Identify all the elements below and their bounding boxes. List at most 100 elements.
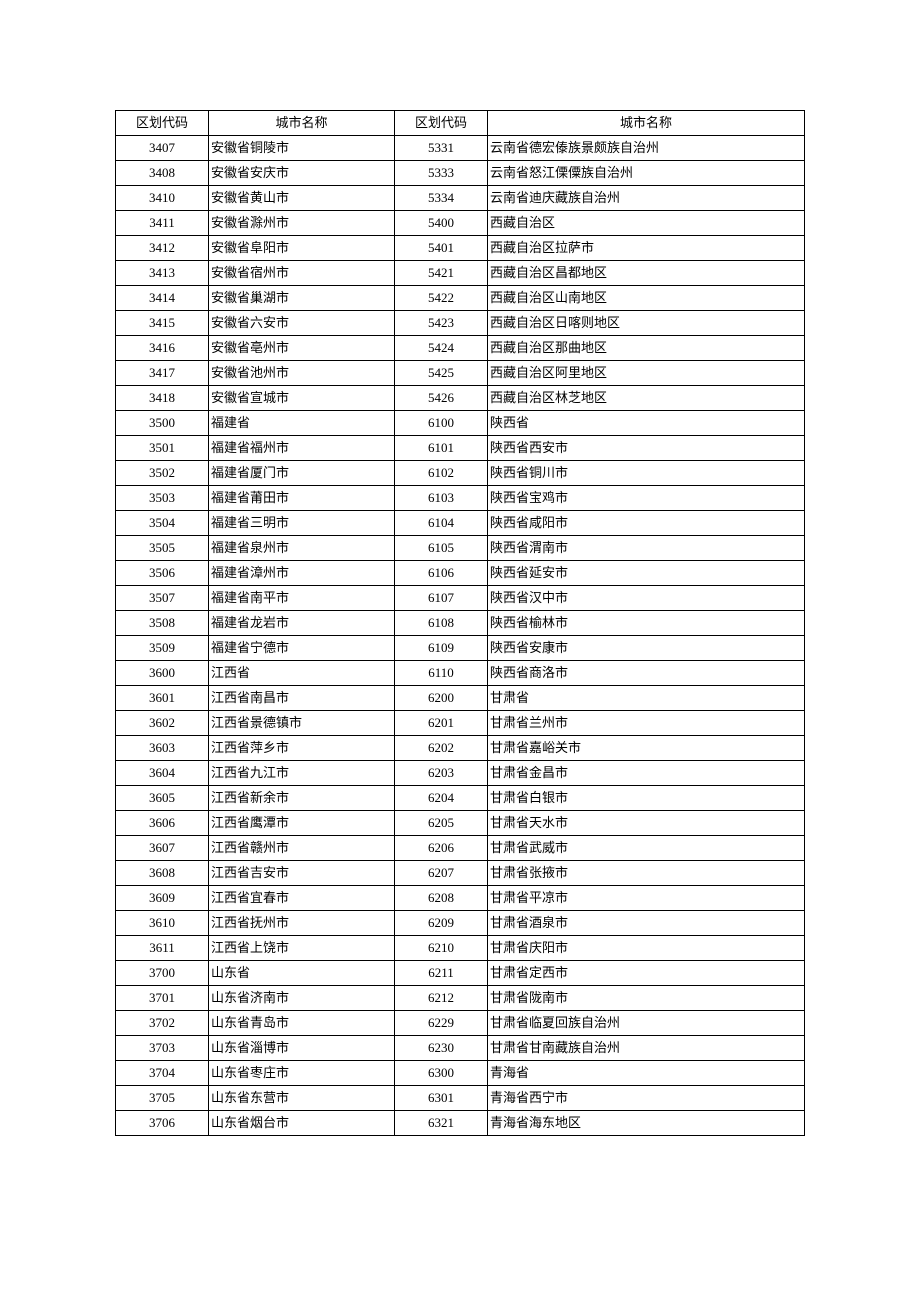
- table-row: 3607江西省赣州市6206甘肃省武威市: [116, 836, 805, 861]
- cell-name-2: 云南省迪庆藏族自治州: [488, 186, 805, 211]
- cell-code-2: 6204: [395, 786, 488, 811]
- cell-code-1: 3417: [116, 361, 209, 386]
- cell-code-1: 3705: [116, 1086, 209, 1111]
- cell-name-1: 安徽省巢湖市: [209, 286, 395, 311]
- cell-code-2: 5421: [395, 261, 488, 286]
- cell-code-1: 3611: [116, 936, 209, 961]
- cell-code-1: 3706: [116, 1111, 209, 1136]
- cell-name-1: 安徽省滁州市: [209, 211, 395, 236]
- cell-code-2: 6209: [395, 911, 488, 936]
- cell-code-2: 6106: [395, 561, 488, 586]
- cell-name-2: 陕西省西安市: [488, 436, 805, 461]
- cell-name-2: 甘肃省张掖市: [488, 861, 805, 886]
- cell-name-2: 西藏自治区昌都地区: [488, 261, 805, 286]
- cell-code-2: 6110: [395, 661, 488, 686]
- table-row: 3418安徽省宣城市5426西藏自治区林芝地区: [116, 386, 805, 411]
- table-row: 3503福建省莆田市6103陕西省宝鸡市: [116, 486, 805, 511]
- cell-name-1: 山东省青岛市: [209, 1011, 395, 1036]
- cell-name-2: 陕西省咸阳市: [488, 511, 805, 536]
- table-row: 3610江西省抚州市6209甘肃省酒泉市: [116, 911, 805, 936]
- cell-code-1: 3414: [116, 286, 209, 311]
- cell-code-1: 3603: [116, 736, 209, 761]
- cell-code-1: 3418: [116, 386, 209, 411]
- cell-name-1: 福建省南平市: [209, 586, 395, 611]
- cell-name-2: 甘肃省甘南藏族自治州: [488, 1036, 805, 1061]
- cell-code-2: 5333: [395, 161, 488, 186]
- cell-code-2: 6203: [395, 761, 488, 786]
- table-row: 3414安徽省巢湖市5422西藏自治区山南地区: [116, 286, 805, 311]
- cell-code-2: 6208: [395, 886, 488, 911]
- cell-name-2: 甘肃省临夏回族自治州: [488, 1011, 805, 1036]
- cell-name-2: 甘肃省兰州市: [488, 711, 805, 736]
- cell-code-1: 3600: [116, 661, 209, 686]
- cell-code-2: 5425: [395, 361, 488, 386]
- cell-name-1: 山东省济南市: [209, 986, 395, 1011]
- cell-name-1: 福建省漳州市: [209, 561, 395, 586]
- table-row: 3411安徽省滁州市5400西藏自治区: [116, 211, 805, 236]
- cell-name-2: 西藏自治区山南地区: [488, 286, 805, 311]
- cell-code-1: 3501: [116, 436, 209, 461]
- table-row: 3504福建省三明市6104陕西省咸阳市: [116, 511, 805, 536]
- cell-name-1: 山东省枣庄市: [209, 1061, 395, 1086]
- cell-name-2: 陕西省商洛市: [488, 661, 805, 686]
- table-row: 3417安徽省池州市5425西藏自治区阿里地区: [116, 361, 805, 386]
- header-code-1: 区划代码: [116, 111, 209, 136]
- cell-code-2: 5423: [395, 311, 488, 336]
- cell-code-1: 3411: [116, 211, 209, 236]
- table-row: 3415安徽省六安市5423西藏自治区日喀则地区: [116, 311, 805, 336]
- cell-name-1: 福建省龙岩市: [209, 611, 395, 636]
- region-code-table: 区划代码 城市名称 区划代码 城市名称 3407安徽省铜陵市5331云南省德宏傣…: [115, 110, 805, 1136]
- cell-code-2: 6103: [395, 486, 488, 511]
- cell-code-1: 3504: [116, 511, 209, 536]
- cell-name-2: 西藏自治区阿里地区: [488, 361, 805, 386]
- cell-code-1: 3507: [116, 586, 209, 611]
- cell-name-2: 青海省海东地区: [488, 1111, 805, 1136]
- cell-name-2: 甘肃省嘉峪关市: [488, 736, 805, 761]
- table-row: 3600江西省6110陕西省商洛市: [116, 661, 805, 686]
- cell-name-1: 安徽省宿州市: [209, 261, 395, 286]
- cell-name-2: 西藏自治区日喀则地区: [488, 311, 805, 336]
- cell-code-1: 3700: [116, 961, 209, 986]
- cell-code-2: 6211: [395, 961, 488, 986]
- cell-name-2: 甘肃省: [488, 686, 805, 711]
- cell-name-1: 福建省厦门市: [209, 461, 395, 486]
- cell-code-1: 3608: [116, 861, 209, 886]
- cell-name-1: 福建省: [209, 411, 395, 436]
- table-row: 3410安徽省黄山市5334云南省迪庆藏族自治州: [116, 186, 805, 211]
- cell-name-2: 陕西省榆林市: [488, 611, 805, 636]
- table-row: 3412安徽省阜阳市5401西藏自治区拉萨市: [116, 236, 805, 261]
- cell-code-1: 3607: [116, 836, 209, 861]
- table-row: 3506福建省漳州市6106陕西省延安市: [116, 561, 805, 586]
- table-row: 3502福建省厦门市6102陕西省铜川市: [116, 461, 805, 486]
- cell-name-1: 福建省福州市: [209, 436, 395, 461]
- cell-name-2: 甘肃省天水市: [488, 811, 805, 836]
- cell-name-1: 安徽省铜陵市: [209, 136, 395, 161]
- header-name-1: 城市名称: [209, 111, 395, 136]
- cell-code-1: 3407: [116, 136, 209, 161]
- cell-name-1: 江西省赣州市: [209, 836, 395, 861]
- cell-name-2: 甘肃省金昌市: [488, 761, 805, 786]
- table-row: 3407安徽省铜陵市5331云南省德宏傣族景颇族自治州: [116, 136, 805, 161]
- cell-name-1: 安徽省六安市: [209, 311, 395, 336]
- cell-code-2: 6200: [395, 686, 488, 711]
- cell-name-1: 福建省莆田市: [209, 486, 395, 511]
- cell-name-1: 安徽省宣城市: [209, 386, 395, 411]
- cell-name-2: 西藏自治区: [488, 211, 805, 236]
- header-code-2: 区划代码: [395, 111, 488, 136]
- cell-name-2: 西藏自治区那曲地区: [488, 336, 805, 361]
- table-row: 3508福建省龙岩市6108陕西省榆林市: [116, 611, 805, 636]
- cell-name-2: 甘肃省定西市: [488, 961, 805, 986]
- cell-code-1: 3502: [116, 461, 209, 486]
- cell-code-2: 5426: [395, 386, 488, 411]
- cell-code-2: 6202: [395, 736, 488, 761]
- cell-name-1: 江西省抚州市: [209, 911, 395, 936]
- cell-name-1: 安徽省亳州市: [209, 336, 395, 361]
- cell-code-1: 3509: [116, 636, 209, 661]
- cell-code-1: 3413: [116, 261, 209, 286]
- cell-code-1: 3606: [116, 811, 209, 836]
- table-row: 3706山东省烟台市6321青海省海东地区: [116, 1111, 805, 1136]
- cell-name-1: 江西省九江市: [209, 761, 395, 786]
- cell-code-2: 6212: [395, 986, 488, 1011]
- table-row: 3416安徽省亳州市5424西藏自治区那曲地区: [116, 336, 805, 361]
- cell-code-2: 6104: [395, 511, 488, 536]
